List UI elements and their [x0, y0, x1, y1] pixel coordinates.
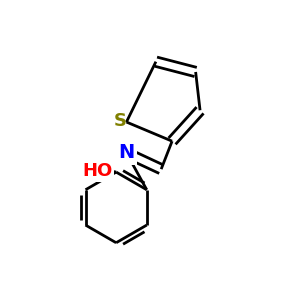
Text: N: N — [118, 143, 135, 162]
Text: HO: HO — [82, 162, 112, 180]
Text: S: S — [114, 112, 127, 130]
